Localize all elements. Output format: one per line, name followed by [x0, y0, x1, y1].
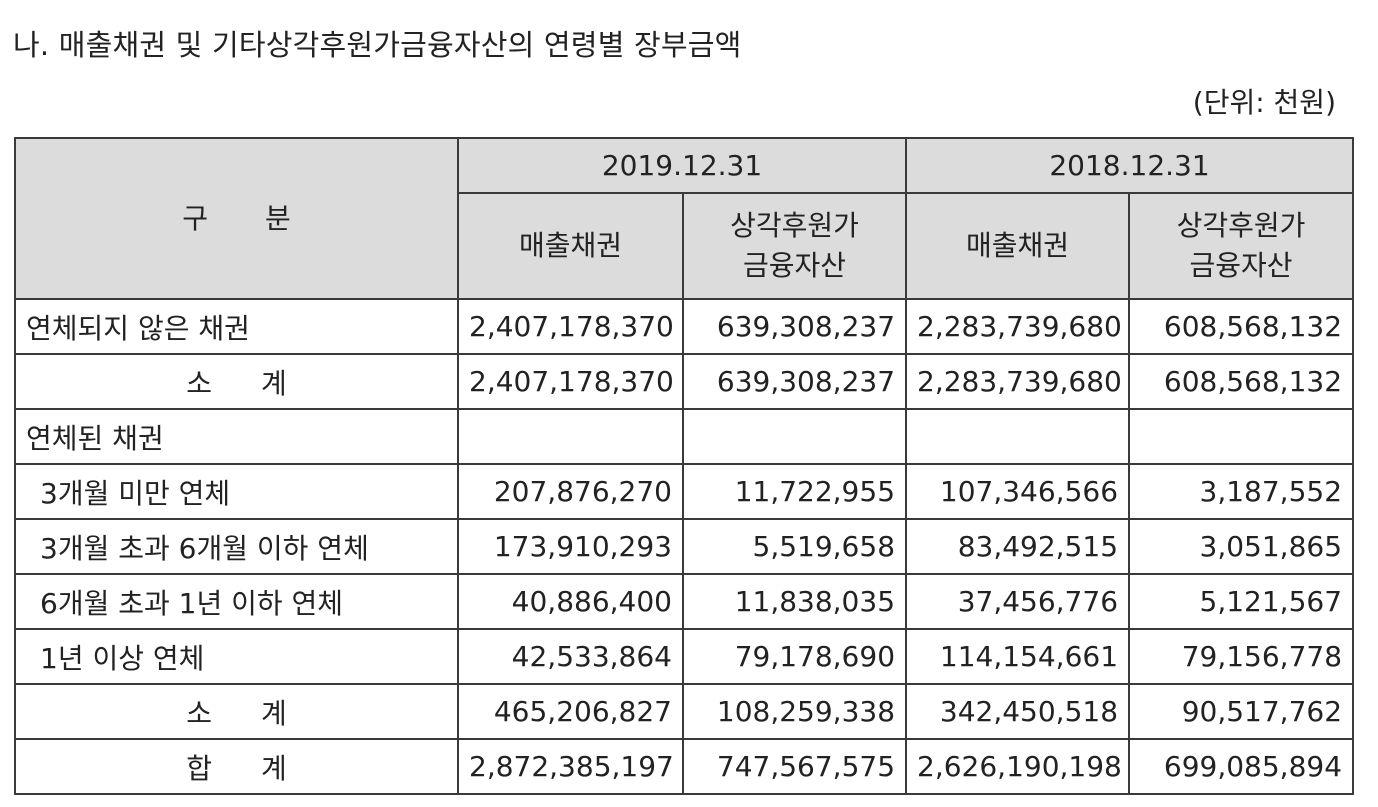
cell-value: 11,838,035	[681, 573, 908, 630]
table-row-not-overdue: 연체되지 않은 채권 2,407,178,370 639,308,237 2,2…	[14, 298, 1355, 355]
table-body: 연체되지 않은 채권 2,407,178,370 639,308,237 2,2…	[14, 298, 1355, 795]
cell-value: 114,154,661	[905, 628, 1131, 685]
category-header-label: 구 분	[182, 201, 291, 235]
cell-value: 2,407,178,370	[457, 353, 684, 410]
cell-value: 2,872,385,197	[457, 738, 684, 795]
row-label: 연체되지 않은 채권	[14, 298, 459, 355]
cell-value: 79,178,690	[681, 628, 908, 685]
cell-value: 207,876,270	[457, 463, 684, 520]
table-row-overdue-heading: 연체된 채권	[14, 408, 1355, 465]
subheader-label: 매출채권	[518, 229, 623, 262]
cell-value: 42,533,864	[457, 628, 684, 685]
table-row-subtotal-overdue: 소 계 465,206,827 108,259,338 342,450,518 …	[14, 683, 1355, 740]
row-label: 1년 이상 연체	[14, 628, 459, 685]
cell-value: 2,283,739,680	[905, 298, 1131, 355]
cell-value: 2,626,190,198	[905, 738, 1131, 795]
cell-value	[457, 408, 684, 465]
row-label: 합 계	[14, 738, 459, 795]
cell-value: 639,308,237	[681, 353, 908, 410]
cell-value: 5,121,567	[1128, 573, 1355, 630]
cell-value: 639,308,237	[681, 298, 908, 355]
cell-value: 699,085,894	[1128, 738, 1355, 795]
row-label: 소 계	[14, 683, 459, 740]
page-title: 나. 매출채권 및 기타상각후원가금융자산의 연령별 장부금액	[13, 28, 742, 62]
table-row-3-to-6-months: 3개월 초과 6개월 이하 연체 173,910,293 5,519,658 8…	[14, 518, 1355, 575]
row-label: 3개월 초과 6개월 이하 연체	[14, 518, 459, 575]
subheader-label: 매출채권	[965, 229, 1070, 262]
subheader-label: 상각후원가 금융자산	[1176, 209, 1306, 282]
period-header-2018: 2018.12.31	[905, 137, 1355, 194]
row-label: 3개월 미만 연체	[14, 463, 459, 520]
cell-value: 747,567,575	[681, 738, 908, 795]
table-row-total: 합 계 2,872,385,197 747,567,575 2,626,190,…	[14, 738, 1355, 795]
row-label-text: 합 계	[186, 751, 287, 785]
cell-value: 40,886,400	[457, 573, 684, 630]
period-header-2019: 2019.12.31	[456, 137, 908, 194]
subheader-trade-receivables-2018: 매출채권	[905, 192, 1131, 300]
aging-table: 구 분 2019.12.31 2018.12.31 매출채권 상각후원가 금융자…	[14, 137, 1355, 795]
cell-value	[905, 408, 1131, 465]
cell-value: 3,051,865	[1128, 518, 1355, 575]
table-header: 구 분 2019.12.31 2018.12.31 매출채권 상각후원가 금융자…	[14, 137, 1355, 300]
cell-value: 90,517,762	[1128, 683, 1355, 740]
table-row-6-months-to-1-year: 6개월 초과 1년 이하 연체 40,886,400 11,838,035 37…	[14, 573, 1355, 630]
header-row-periods: 구 분 2019.12.31 2018.12.31	[14, 137, 1355, 300]
table-row-over-1-year: 1년 이상 연체 42,533,864 79,178,690 114,154,6…	[14, 628, 1355, 685]
cell-value: 2,407,178,370	[457, 298, 684, 355]
cell-value: 37,456,776	[905, 573, 1131, 630]
header-row-types: 매출채권 상각후원가 금융자산 매출채권 상각후원가 금융자산	[15, 192, 1355, 300]
cell-value: 11,722,955	[681, 463, 908, 520]
cell-value: 342,450,518	[905, 683, 1131, 740]
row-label-text: 소 계	[186, 696, 287, 730]
cell-value: 3,187,552	[1128, 463, 1355, 520]
cell-value: 608,568,132	[1128, 298, 1355, 355]
cell-value: 465,206,827	[457, 683, 684, 740]
cell-value	[681, 408, 908, 465]
subheader-label: 상각후원가 금융자산	[730, 209, 859, 282]
row-label: 6개월 초과 1년 이하 연체	[14, 573, 459, 630]
table-row-subtotal-not-overdue: 소 계 2,407,178,370 639,308,237 2,283,739,…	[14, 353, 1355, 410]
cell-value: 5,519,658	[681, 518, 908, 575]
cell-value: 83,492,515	[905, 518, 1131, 575]
cell-value: 107,346,566	[905, 463, 1131, 520]
cell-value: 608,568,132	[1128, 353, 1355, 410]
table-row-under-3-months: 3개월 미만 연체 207,876,270 11,722,955 107,346…	[14, 463, 1355, 520]
category-header: 구 분	[14, 137, 459, 300]
cell-value: 79,156,778	[1128, 628, 1355, 685]
row-label: 연체된 채권	[14, 408, 459, 465]
subheader-amortized-assets-2019: 상각후원가 금융자산	[681, 192, 908, 300]
cell-value: 2,283,739,680	[905, 353, 1131, 410]
cell-value	[1128, 408, 1355, 465]
cell-value: 173,910,293	[457, 518, 684, 575]
subheader-trade-receivables-2019: 매출채권	[457, 192, 684, 300]
cell-value: 108,259,338	[681, 683, 908, 740]
row-label: 소 계	[14, 353, 459, 410]
unit-label: (단위: 천원)	[1192, 86, 1336, 119]
row-label-text: 소 계	[186, 366, 287, 400]
subheader-amortized-assets-2018: 상각후원가 금융자산	[1128, 192, 1355, 300]
